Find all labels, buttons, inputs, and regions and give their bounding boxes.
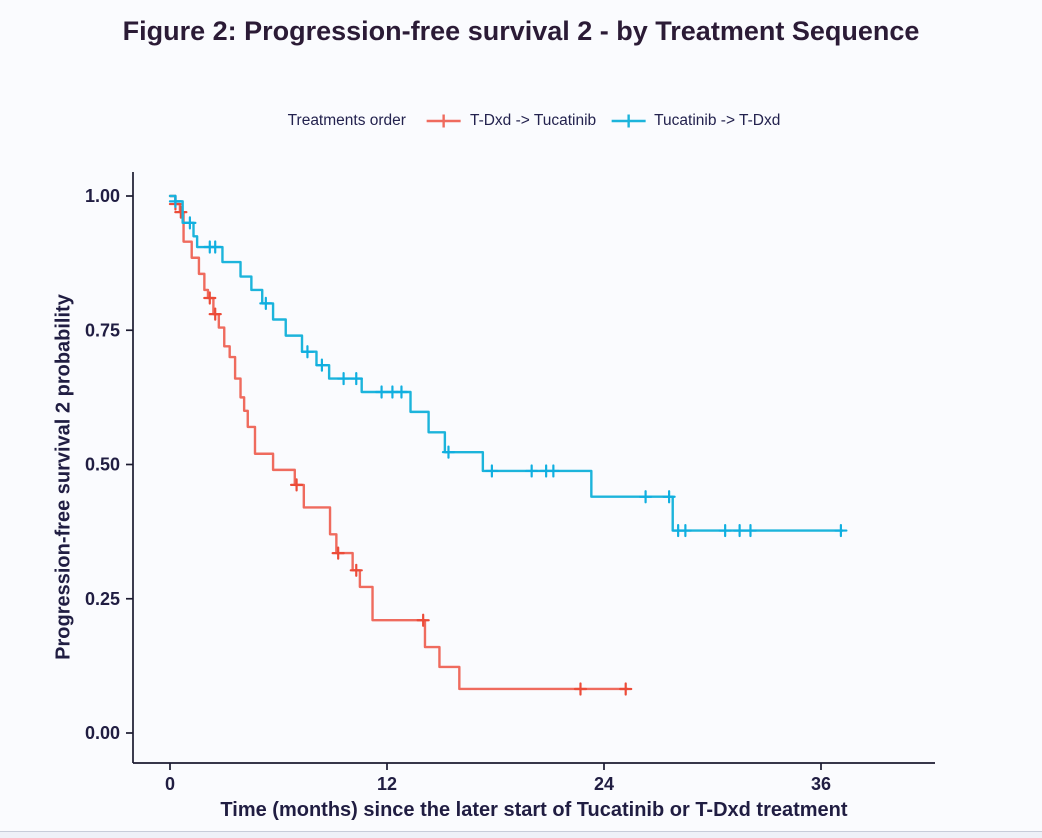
y-tick-label-0: 1.00 <box>85 186 120 206</box>
km-line-plus-icon <box>426 114 461 128</box>
legend-title: Treatments order <box>287 112 406 129</box>
y-tick-label-2: 0.50 <box>85 455 120 475</box>
legend-entry-label: Tucatinib -> T-Dxd <box>654 112 781 129</box>
km-line-plus-icon <box>611 114 646 128</box>
y-tick-label-1: 0.75 <box>85 320 120 340</box>
x-tick-label-1: 12 <box>377 774 397 794</box>
x-tick-label-2: 24 <box>594 774 614 794</box>
y-tick-label-4: 0.00 <box>85 723 120 743</box>
legend-entry-label: T-Dxd -> Tucatinib <box>469 112 597 129</box>
y-tick-label-3: 0.25 <box>85 589 120 609</box>
series-0-curve <box>168 194 629 691</box>
series-1-curve <box>168 194 844 532</box>
bottom-edge-divider <box>0 831 1042 838</box>
legend: Treatments order T-Dxd -> Tucatinib Tuca… <box>288 112 781 130</box>
x-tick-label-0: 0 <box>165 774 175 794</box>
legend-entry-tucatinib-tdxd: Tucatinib -> T-Dxd <box>610 112 780 130</box>
legend-entry-tdxd-tucatinib: T-Dxd -> Tucatinib <box>426 112 596 130</box>
figure-title: Figure 2: Progression-free survival 2 - … <box>122 16 920 46</box>
x-tick-label-3: 36 <box>811 774 831 794</box>
x-axis-title: Time (months) since the later start of T… <box>220 799 848 821</box>
